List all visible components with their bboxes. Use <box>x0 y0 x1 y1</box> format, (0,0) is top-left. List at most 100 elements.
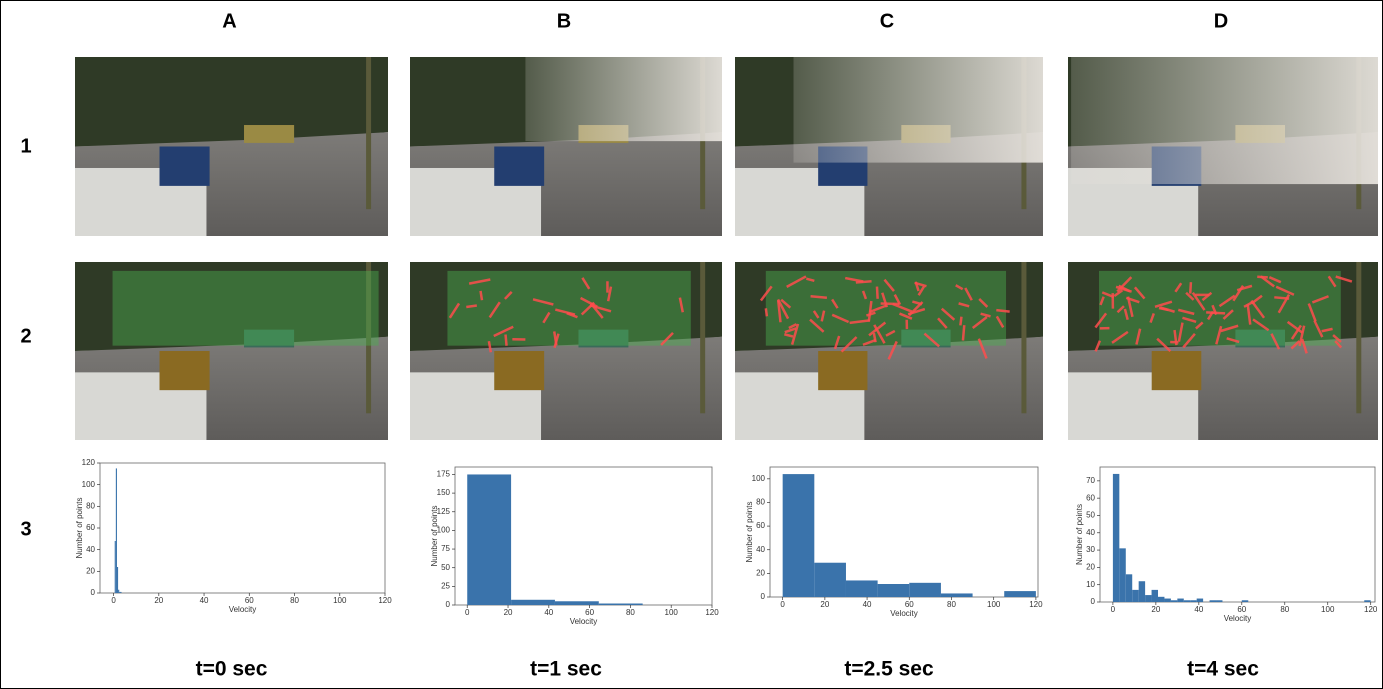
x-tick-label: 80 <box>290 596 299 605</box>
y-tick-label: 50 <box>1086 511 1095 520</box>
flow-vector <box>786 275 807 289</box>
photo-pole <box>1021 262 1027 414</box>
flow-vector <box>977 338 988 359</box>
photo-trees <box>75 57 388 147</box>
y-tick-label: 100 <box>752 474 766 483</box>
flow-vector <box>1094 312 1108 329</box>
flow-vector <box>1270 333 1281 350</box>
bar <box>1138 581 1146 602</box>
y-axis-label: Number of points <box>1075 504 1084 565</box>
x-tick-label: 80 <box>626 608 635 617</box>
flow-vector <box>1313 319 1324 338</box>
x-tick-label: 60 <box>585 608 594 617</box>
flow-vector <box>1115 285 1132 293</box>
flow-vector <box>1335 275 1353 283</box>
flow-vector <box>1094 340 1102 352</box>
flow-vector <box>806 277 815 283</box>
flow-vector <box>1195 321 1204 330</box>
bar <box>598 603 643 605</box>
flow-vector <box>589 304 612 313</box>
flow-vector <box>831 298 839 309</box>
row-label: 3 <box>20 518 31 540</box>
flow-vector <box>1226 337 1240 344</box>
flow-vector <box>1260 275 1275 288</box>
flow-vector <box>554 308 576 316</box>
x-tick-label: 40 <box>863 600 872 609</box>
x-tick-label: 100 <box>1321 605 1335 614</box>
flow-vector <box>1154 300 1173 309</box>
flow-vector <box>1182 333 1196 349</box>
flow-vector <box>660 332 674 346</box>
flow-vector <box>1113 289 1124 298</box>
bar <box>1241 600 1249 602</box>
flow-region <box>112 270 379 346</box>
photo-generator <box>159 146 210 186</box>
flow-region <box>447 270 691 346</box>
flow-vector <box>893 294 902 306</box>
flow-vector <box>1246 304 1252 325</box>
bar <box>1164 598 1171 602</box>
x-tick-label: 20 <box>154 596 163 605</box>
bar <box>877 584 910 597</box>
x-axis-label: Velocity <box>570 617 598 626</box>
flow-vector <box>487 340 493 353</box>
flow-vector <box>488 301 501 319</box>
flow-vector <box>1268 276 1282 284</box>
column-header: C <box>880 10 894 32</box>
photo <box>1068 262 1378 440</box>
flow-vector <box>840 336 858 353</box>
photo-pole <box>366 262 372 414</box>
flow-vector <box>1191 291 1206 311</box>
bar <box>782 474 815 597</box>
flow-vector <box>1298 325 1306 347</box>
flow-vector <box>1275 285 1295 296</box>
flow-vector <box>1211 304 1218 316</box>
bar <box>1004 591 1036 597</box>
flow-vector <box>1116 305 1125 314</box>
x-tick-label: 60 <box>245 596 254 605</box>
x-tick-label: 100 <box>987 600 1001 609</box>
flow-vector <box>532 298 554 306</box>
bar <box>1158 596 1165 602</box>
y-tick-label: 60 <box>1086 493 1095 502</box>
flow-vector <box>1286 320 1304 334</box>
x-tick-label: 80 <box>947 600 956 609</box>
time-label: t=4 sec <box>1187 658 1259 681</box>
flow-vector <box>1099 296 1105 306</box>
flow-vector <box>844 276 864 283</box>
bar <box>1209 600 1217 602</box>
flow-vector <box>980 312 991 318</box>
bar <box>1364 600 1371 602</box>
photo-trees <box>410 262 722 351</box>
y-tick-label: 70 <box>1086 476 1095 485</box>
photo-generator <box>494 351 545 391</box>
flow-vector <box>958 302 970 308</box>
flow-vector <box>959 316 963 326</box>
x-axis-label: Velocity <box>1224 614 1252 623</box>
flow-vector <box>1321 327 1333 333</box>
bar <box>814 562 846 597</box>
flow-vector <box>503 290 513 300</box>
y-tick-label: 80 <box>86 501 95 510</box>
y-tick-label: 25 <box>441 581 450 590</box>
flow-vector <box>1307 303 1317 322</box>
y-tick-label: 100 <box>82 480 96 489</box>
flow-vector <box>1300 338 1308 354</box>
flow-vector <box>849 319 870 325</box>
flow-vector <box>764 308 769 317</box>
bar <box>115 468 117 593</box>
flow-vector <box>1236 284 1253 292</box>
photo-trees <box>735 262 1043 351</box>
photo-truck <box>244 125 295 143</box>
y-axis-label: Number of points <box>430 506 439 567</box>
flow-vector <box>961 325 966 341</box>
flow-vector <box>1206 310 1215 321</box>
time-label: t=0 sec <box>196 658 268 681</box>
bar <box>119 591 121 593</box>
y-tick-label: 40 <box>1086 528 1095 537</box>
flow-vector <box>1123 308 1129 321</box>
photo-generator <box>1151 351 1202 391</box>
flow-vector <box>1250 294 1263 305</box>
flow-vector <box>831 313 850 324</box>
